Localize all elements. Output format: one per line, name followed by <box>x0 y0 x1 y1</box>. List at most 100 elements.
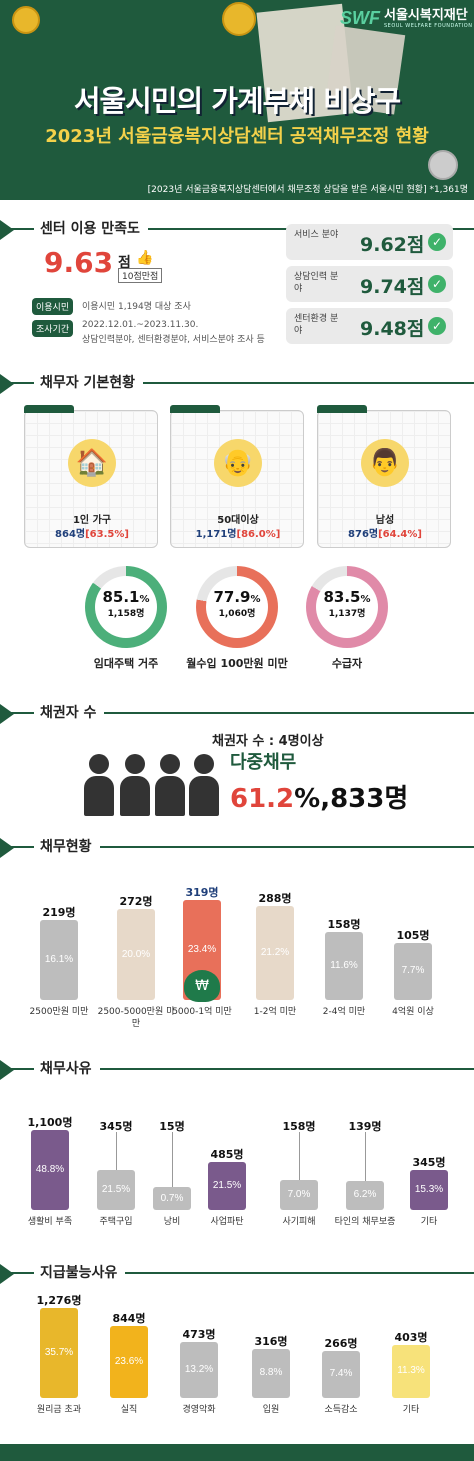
category-label: 소득감소 <box>324 1405 358 1415</box>
coin-icon <box>12 6 40 34</box>
category-label: 1-2억 미만 <box>253 1007 297 1017</box>
bar-count: 158명 <box>327 918 361 932</box>
category-label: 경영악화 <box>182 1405 216 1415</box>
bar-count: 272명 <box>119 895 153 909</box>
stat-card: 👨 남성 876명[64.4%] <box>317 405 451 548</box>
category-label: 타인의 채무보증 <box>334 1217 396 1227</box>
bar-count: 473명 <box>182 1327 216 1341</box>
category-label: 낭비 <box>163 1217 181 1227</box>
bar-count: 345명 <box>99 1120 133 1133</box>
category-label: 입원 <box>262 1405 280 1415</box>
bar-count: 844명 <box>112 1312 146 1326</box>
bar: 20.0% <box>117 909 155 1000</box>
bar: 7.0% <box>280 1179 318 1210</box>
score-box: 센터환경 분야 9.48점 ✓ <box>286 308 453 344</box>
category-label: 주택구입 <box>99 1217 133 1227</box>
check-icon: ✓ <box>428 317 446 335</box>
bar: 6.2% <box>346 1180 384 1210</box>
ring-label: 수급자 <box>331 657 363 670</box>
category-label: 원리금 초과 <box>36 1405 82 1415</box>
person-icon <box>189 754 219 816</box>
bar-percent: 0.7% <box>160 1192 184 1204</box>
bar: 7.4% <box>322 1350 360 1398</box>
bar-count: 319명 <box>185 886 219 899</box>
bar: 21.2% <box>256 906 294 1000</box>
coin-icon <box>428 150 458 180</box>
person-icon <box>84 754 114 816</box>
bar-percent: 35.7% <box>44 1347 74 1358</box>
leader-line <box>116 1132 117 1170</box>
thumbs-up-icon: 👍 <box>136 250 154 266</box>
bar-percent: 6.2% <box>353 1189 377 1201</box>
category-label: 사기피해 <box>282 1217 316 1227</box>
category-label: 2-4억 미만 <box>322 1007 366 1017</box>
category-label: 생활비 부족 <box>27 1217 73 1227</box>
period-text: 2022.12.01.~2023.11.30. <box>82 320 199 330</box>
leader-line <box>172 1132 173 1188</box>
category-label: 기타 <box>402 1405 420 1415</box>
category-label: 기타 <box>420 1217 438 1227</box>
bar-count: 105명 <box>396 928 430 942</box>
bar: 0.7% <box>153 1187 191 1210</box>
target-text: 이용시민 1,194명 대상 조사 <box>82 302 191 312</box>
bar-percent: 20.0% <box>121 948 151 960</box>
category-label: 사업파탄 <box>210 1217 244 1227</box>
page-title: 서울시민의 가계부채 비상구 <box>73 84 401 118</box>
header: SWF 서울시복지재단 SEOUL WELFARE FOUNDATION 서울시민… <box>0 0 474 200</box>
category-label: 실직 <box>120 1405 138 1415</box>
ring-label: 임대주택 거주 <box>93 657 159 670</box>
section-header: 채무현황 <box>0 836 474 858</box>
category-label: 5000-1억 미만 <box>172 1007 232 1017</box>
bar-count: 1,276명 <box>36 1294 82 1307</box>
bar: 21.5% <box>208 1162 246 1210</box>
bar: 7.7% <box>394 942 432 1000</box>
score-box: 상담인력 분야 9.74점 ✓ <box>286 266 453 302</box>
category-label: 4억원 이상 <box>392 1007 434 1017</box>
bar-percent: 7.0% <box>287 1188 311 1200</box>
man-icon: 👨 <box>368 448 402 478</box>
section-header: 지급불능사유 <box>0 1262 474 1284</box>
bar-percent: 16.1% <box>44 954 74 966</box>
check-icon: ✓ <box>428 275 446 293</box>
stat-card: 👴 50대이상 1,171명[86.0%] <box>170 405 304 548</box>
person-icon <box>120 754 150 816</box>
bar: 21.5% <box>97 1169 135 1210</box>
satisfaction-score: 9.63 <box>44 246 114 279</box>
bar-count: 219명 <box>42 906 76 920</box>
bar-percent: 21.2% <box>260 947 290 959</box>
target-pill: 이용시민 <box>32 298 74 315</box>
section-header: 채권자 수 <box>0 702 474 724</box>
score-box: 서비스 분야 9.62점 ✓ <box>286 224 453 260</box>
bar-percent: 21.5% <box>101 1183 131 1195</box>
percent-ring: 77.9% 1,060명 <box>196 566 278 648</box>
section-header: 채무자 기본현황 <box>0 372 474 394</box>
bar-percent: 48.8% <box>35 1164 65 1175</box>
bar-count: 266명 <box>324 1336 358 1350</box>
bar: 8.8% <box>252 1348 290 1398</box>
header-note: [2023년 서울금융복지상담센터에서 채무조정 상담을 받은 서울시민 현황]… <box>147 185 468 195</box>
bar-count: 485명 <box>210 1148 244 1162</box>
bar: 11.6% <box>325 932 363 1000</box>
category-label: 2500-5000만원 미만 <box>97 1007 175 1029</box>
page-subtitle: 2023년 서울금융복지상담센터 공적채무조정 현황 <box>45 126 429 147</box>
bar: 11.3% <box>392 1344 430 1398</box>
bar-count: 139명 <box>348 1120 382 1133</box>
bar-count: 15명 <box>159 1120 185 1133</box>
bar: 48.8% <box>31 1130 69 1210</box>
percent-ring: 83.5% 1,137명 <box>306 566 388 648</box>
person-icon <box>155 754 185 816</box>
bar-percent: 7.4% <box>329 1368 353 1380</box>
creditor-stat: 61.2%,833명 <box>230 784 409 814</box>
logo: SWF 서울시복지재단 SEOUL WELFARE FOUNDATION <box>340 7 473 29</box>
period-pill: 조사기간 <box>32 320 74 337</box>
bar: 16.1% <box>40 920 78 1000</box>
bar-percent: 15.3% <box>414 1183 444 1195</box>
scale-badge: 10점만점 <box>118 268 163 283</box>
creditor-line: 채권자 수 : 4명이상 <box>212 734 324 749</box>
bar: 13.2% <box>180 1341 218 1398</box>
bar-count: 345명 <box>412 1155 446 1169</box>
category-label: 2500만원 미만 <box>29 1007 89 1017</box>
bar-count: 288명 <box>258 892 292 906</box>
coin-icon <box>222 2 256 36</box>
check-icon: ✓ <box>428 233 446 251</box>
